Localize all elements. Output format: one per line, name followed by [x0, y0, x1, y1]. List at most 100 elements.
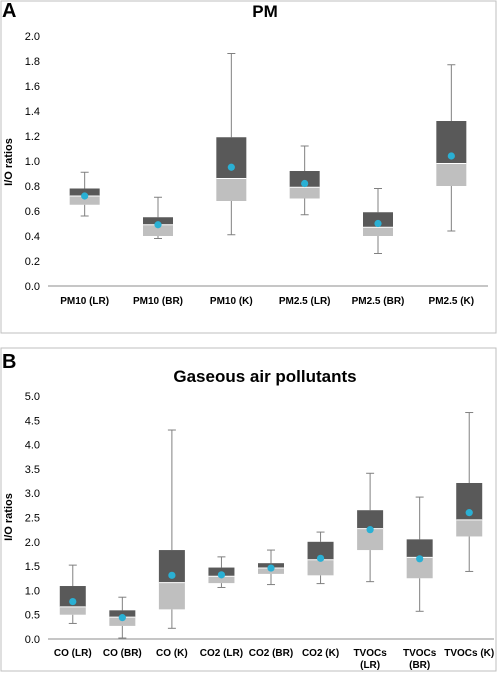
- box-plot-item: [307, 531, 334, 585]
- y-tick-label: 2.5: [25, 513, 40, 525]
- mean-marker: [447, 152, 455, 160]
- category-label: TVOCs (K): [444, 648, 494, 659]
- box-lower-quartile: [363, 227, 393, 236]
- panel-a-ylabel: I/O ratios: [3, 138, 15, 186]
- panel-b-yticks: 0.0 0.5 1.0 1.5 2.0 2.5 3.0 3.5 4.0 4.5 5.0: [25, 391, 494, 646]
- box-lower-quartile: [406, 557, 433, 579]
- box-upper-quartile: [109, 610, 136, 618]
- box-plot-item: [436, 64, 467, 232]
- mean-marker: [366, 526, 374, 534]
- y-tick-label: 3.5: [25, 464, 40, 476]
- y-tick-label: 0.0: [25, 634, 40, 646]
- y-tick-label: 0.8: [25, 181, 40, 193]
- y-tick-label: 1.2: [25, 131, 40, 143]
- mean-marker: [154, 221, 162, 229]
- panel-a-chart: A PM I/O ratios 0.0 0.2 0.4 0.6 0.8 1.0 1.2 1.4…: [0, 0, 497, 334]
- category-label: CO (BR): [103, 648, 142, 659]
- panel-b-chart: B Gaseous air pollutants I/O ratios 0.00…: [0, 347, 497, 672]
- box-plot-item: [363, 188, 393, 254]
- mean-marker: [168, 571, 176, 579]
- mean-marker: [374, 219, 382, 228]
- category-label: PM10 (LR): [60, 296, 109, 307]
- mean-marker: [227, 163, 235, 171]
- y-tick-label: 3.0: [25, 488, 40, 500]
- box-plot-item: [357, 472, 384, 583]
- box-plot-item: [109, 596, 136, 639]
- category-label: PM2.5 (K): [429, 296, 475, 307]
- box-upper-quartile: [143, 217, 173, 225]
- category-label: PM2.5 (BR): [352, 296, 405, 307]
- box-plot-item: [59, 564, 86, 624]
- box-lower-quartile: [357, 528, 384, 551]
- box-lower-quartile: [436, 163, 467, 186]
- mean-marker: [416, 555, 424, 563]
- y-tick-label: 1.5: [25, 561, 40, 573]
- panel-b-ylabel: I/O ratios: [3, 493, 15, 541]
- y-tick-label: 2.0: [25, 31, 40, 43]
- box-plot-item: [69, 171, 100, 217]
- category-label: CO (LR): [54, 648, 92, 659]
- mean-marker: [69, 597, 77, 606]
- category-label: (BR): [409, 660, 430, 671]
- category-label: CO2 (BR): [249, 648, 293, 659]
- box-lower-quartile: [69, 196, 100, 205]
- panel-a-letter: A: [2, 0, 16, 22]
- panel-a-title: PM: [252, 2, 278, 21]
- box-plot-item: [216, 53, 247, 236]
- box-lower-quartile: [289, 187, 320, 199]
- y-tick-label: 0.0: [25, 281, 40, 293]
- box-plot-item: [258, 549, 284, 586]
- box-upper-quartile: [59, 586, 86, 607]
- category-label: PM2.5 (LR): [279, 296, 331, 307]
- category-label: TVOCs: [353, 648, 387, 659]
- box-plot-item: [289, 145, 320, 216]
- box-lower-quartile: [208, 576, 235, 584]
- y-tick-label: 1.0: [25, 585, 40, 597]
- panel-b-frame: [0, 347, 497, 672]
- panel-b-categories: CO (LR) CO (BR) CO (K) CO2 (LR) CO2 (BR) CO2 …: [54, 648, 494, 671]
- y-tick-label: 4.0: [25, 440, 40, 452]
- mean-marker: [301, 179, 309, 188]
- box-lower-quartile: [456, 519, 483, 537]
- category-label: PM10 (BR): [133, 296, 183, 307]
- y-tick-label: 1.4: [25, 106, 40, 118]
- y-tick-label: 0.4: [25, 231, 40, 243]
- y-tick-label: 0.5: [25, 610, 40, 622]
- category-label: TVOCs: [403, 648, 437, 659]
- box-upper-quartile: [289, 171, 320, 188]
- box-lower-quartile: [109, 617, 136, 626]
- category-label: CO2 (K): [302, 648, 339, 659]
- box-upper-quartile: [363, 212, 393, 228]
- y-tick-label: 1.6: [25, 81, 40, 93]
- box-plot-item: [158, 429, 185, 629]
- y-tick-label: 5.0: [25, 391, 40, 403]
- panel-a-boxes: [69, 53, 467, 254]
- box-upper-quartile: [69, 188, 100, 196]
- mean-marker: [217, 571, 226, 579]
- box-upper-quartile: [307, 541, 334, 560]
- category-label: CO (K): [156, 648, 188, 659]
- box-plot-item: [143, 196, 173, 239]
- panel-a-categories: PM10 (LR) PM10 (BR) PM10 (K) PM2.5 (LR) PM2.…: [60, 296, 474, 307]
- box-lower-quartile: [59, 606, 86, 615]
- box-lower-quartile: [158, 582, 185, 610]
- box-upper-quartile: [216, 137, 247, 179]
- category-label: (LR): [360, 660, 380, 671]
- mean-marker: [465, 509, 473, 517]
- box-lower-quartile: [143, 224, 173, 236]
- box-plot-item: [456, 412, 483, 572]
- panel-b-boxes: [59, 412, 483, 639]
- y-tick-label: 0.6: [25, 206, 40, 218]
- mean-marker: [316, 554, 325, 562]
- mean-marker: [81, 192, 89, 200]
- box-upper-quartile: [357, 510, 384, 529]
- box-lower-quartile: [307, 559, 334, 576]
- y-tick-label: 1.0: [25, 156, 40, 168]
- y-tick-label: 2.0: [25, 537, 40, 549]
- y-tick-label: 4.5: [25, 415, 40, 427]
- panel-b-letter: B: [2, 351, 16, 373]
- panel-b-title: Gaseous air pollutants: [173, 367, 356, 386]
- box-lower-quartile: [216, 178, 247, 201]
- panel-a-yticks: 0.0 0.2 0.4 0.6 0.8 1.0 1.2 1.4 1.6 1.8 2.0: [25, 31, 488, 293]
